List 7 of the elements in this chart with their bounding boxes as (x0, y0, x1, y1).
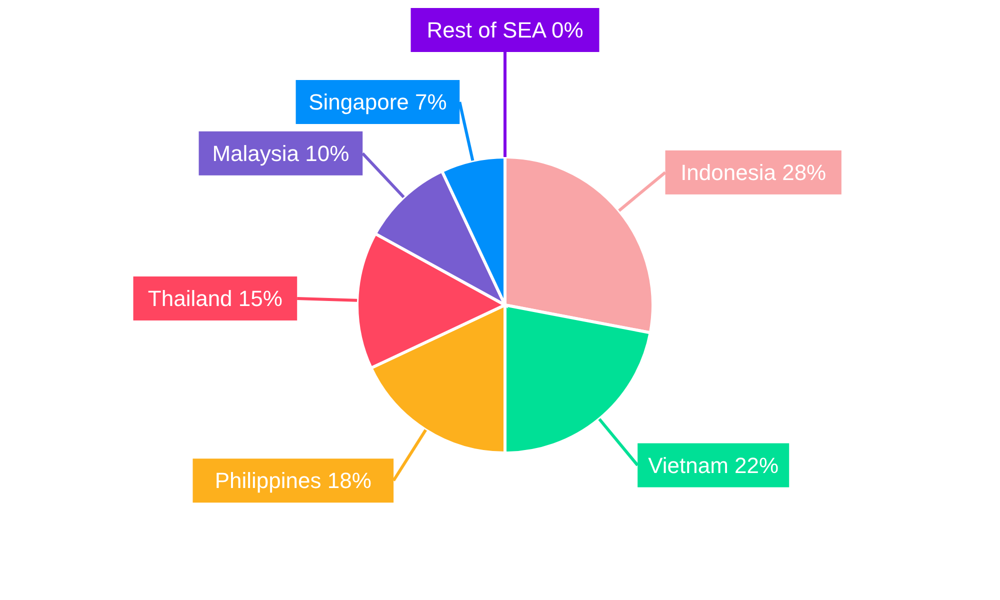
slice-label: Thailand 15% (148, 286, 282, 311)
category-label: Rest of SEA 0% (426, 18, 584, 42)
slice-label: Malaysia 10% (212, 140, 350, 166)
slice-label: Indonesia 28% (680, 160, 826, 185)
slice-label: Vietnam 22% (648, 452, 779, 478)
slice-label: Singapore 7% (308, 90, 447, 115)
slice-label: Philippines 18% (214, 468, 372, 494)
